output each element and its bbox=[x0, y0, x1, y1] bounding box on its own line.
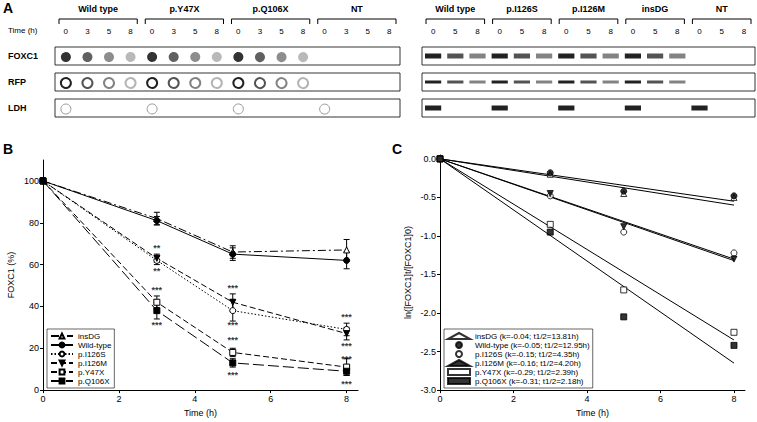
svg-text:NT: NT bbox=[351, 4, 363, 14]
svg-text:***: *** bbox=[228, 370, 239, 380]
svg-text:p.I126M: p.I126M bbox=[572, 4, 605, 14]
svg-text:***: *** bbox=[341, 341, 352, 351]
svg-text:***: *** bbox=[228, 283, 239, 293]
svg-text:Wild-type: Wild-type bbox=[78, 341, 112, 350]
svg-text:-1.0: -1.0 bbox=[420, 231, 436, 241]
svg-text:ln([FOXC1]t/[FOXC1]0): ln([FOXC1]t/[FOXC1]0) bbox=[403, 226, 413, 319]
svg-text:3: 3 bbox=[85, 27, 90, 36]
svg-text:Wild type: Wild type bbox=[435, 4, 475, 14]
svg-text:2: 2 bbox=[511, 394, 516, 404]
svg-text:-2.5: -2.5 bbox=[420, 347, 436, 357]
svg-text:***: *** bbox=[341, 379, 352, 389]
svg-text:8: 8 bbox=[542, 27, 547, 36]
svg-text:8: 8 bbox=[128, 27, 133, 36]
svg-text:0: 0 bbox=[564, 27, 569, 36]
svg-text:0: 0 bbox=[150, 27, 155, 36]
svg-text:FOXC1 (%): FOXC1 (%) bbox=[6, 252, 16, 299]
svg-text:p.I126S (k=-0.15; t1/2=4.35h): p.I126S (k=-0.15; t1/2=4.35h) bbox=[475, 350, 580, 359]
svg-text:-1.5: -1.5 bbox=[420, 269, 436, 279]
svg-text:8: 8 bbox=[731, 394, 736, 404]
svg-text:0: 0 bbox=[497, 27, 502, 36]
svg-text:5: 5 bbox=[193, 27, 198, 36]
svg-text:8: 8 bbox=[675, 27, 680, 36]
svg-text:0: 0 bbox=[64, 27, 69, 36]
svg-text:p.Q106X: p.Q106X bbox=[78, 377, 110, 386]
svg-text:-2.0: -2.0 bbox=[420, 308, 436, 318]
svg-text:5: 5 bbox=[279, 27, 284, 36]
svg-text:insDG: insDG bbox=[78, 332, 100, 341]
svg-text:80: 80 bbox=[29, 218, 39, 228]
svg-text:p.I126S: p.I126S bbox=[506, 4, 538, 14]
svg-text:RFP: RFP bbox=[8, 77, 26, 87]
svg-text:Time (h): Time (h) bbox=[576, 408, 609, 418]
svg-text:-0.5: -0.5 bbox=[420, 192, 436, 202]
svg-text:insDG: insDG bbox=[642, 4, 669, 14]
svg-text:5: 5 bbox=[107, 27, 112, 36]
svg-text:0: 0 bbox=[34, 385, 39, 395]
svg-text:B: B bbox=[3, 141, 13, 157]
svg-text:LDH: LDH bbox=[8, 103, 27, 113]
svg-text:p.I126M: p.I126M bbox=[78, 359, 107, 368]
svg-text:8: 8 bbox=[387, 27, 392, 36]
svg-text:p.Y47X (k=-0.29; t1/2=2.39h): p.Y47X (k=-0.29; t1/2=2.39h) bbox=[475, 368, 579, 377]
svg-text:p.I126S: p.I126S bbox=[78, 350, 106, 359]
svg-text:***: *** bbox=[228, 335, 239, 345]
svg-text:8: 8 bbox=[608, 27, 613, 36]
svg-text:20: 20 bbox=[29, 343, 39, 353]
svg-text:8: 8 bbox=[301, 27, 306, 36]
svg-text:0: 0 bbox=[322, 27, 327, 36]
svg-text:p.Y47X: p.Y47X bbox=[169, 4, 199, 14]
svg-text:Wild-type (k=-0.05; t1/2=12.95: Wild-type (k=-0.05; t1/2=12.95h) bbox=[475, 341, 590, 350]
svg-text:C: C bbox=[392, 141, 402, 157]
svg-text:6: 6 bbox=[658, 394, 663, 404]
svg-text:5: 5 bbox=[365, 27, 370, 36]
svg-text:Time (h): Time (h) bbox=[184, 408, 217, 418]
svg-text:5: 5 bbox=[520, 27, 525, 36]
svg-text:***: *** bbox=[341, 312, 352, 322]
svg-text:3: 3 bbox=[344, 27, 349, 36]
svg-text:p.Q106X (k=-0.31; t1/2=2.18h): p.Q106X (k=-0.31; t1/2=2.18h) bbox=[475, 377, 584, 386]
svg-text:p.Q106X: p.Q106X bbox=[253, 4, 289, 14]
svg-text:4: 4 bbox=[584, 394, 589, 404]
svg-text:FOXC1: FOXC1 bbox=[8, 51, 38, 61]
svg-text:8: 8 bbox=[742, 27, 747, 36]
svg-text:-3.0: -3.0 bbox=[420, 385, 436, 395]
svg-text:0: 0 bbox=[437, 394, 442, 404]
svg-text:Wild type: Wild type bbox=[78, 4, 118, 14]
svg-text:insDG (k=-0.04; t1/2=13.81h): insDG (k=-0.04; t1/2=13.81h) bbox=[475, 332, 579, 341]
svg-text:8: 8 bbox=[475, 27, 480, 36]
svg-text:0: 0 bbox=[631, 27, 636, 36]
svg-text:5: 5 bbox=[453, 27, 458, 36]
svg-text:0: 0 bbox=[431, 27, 436, 36]
svg-text:***: *** bbox=[228, 320, 239, 330]
svg-text:0.0: 0.0 bbox=[423, 154, 436, 164]
svg-text:**: ** bbox=[153, 243, 161, 253]
svg-text:40: 40 bbox=[29, 301, 39, 311]
svg-text:0: 0 bbox=[40, 394, 45, 404]
svg-text:8: 8 bbox=[214, 27, 219, 36]
svg-text:A: A bbox=[3, 0, 13, 16]
svg-text:2: 2 bbox=[116, 394, 121, 404]
svg-text:0: 0 bbox=[236, 27, 241, 36]
svg-text:8: 8 bbox=[344, 394, 349, 404]
svg-text:Time (h): Time (h) bbox=[8, 26, 38, 35]
svg-text:4: 4 bbox=[192, 394, 197, 404]
svg-text:p.I126M (k=-0.16; t1/2=4.20h): p.I126M (k=-0.16; t1/2=4.20h) bbox=[475, 359, 581, 368]
svg-text:5: 5 bbox=[586, 27, 591, 36]
svg-text:NT: NT bbox=[716, 4, 728, 14]
svg-text:**: ** bbox=[153, 266, 161, 276]
svg-text:5: 5 bbox=[719, 27, 724, 36]
svg-text:p.Y47X: p.Y47X bbox=[78, 368, 105, 377]
svg-text:6: 6 bbox=[268, 394, 273, 404]
svg-text:5: 5 bbox=[653, 27, 658, 36]
svg-text:3: 3 bbox=[258, 27, 263, 36]
svg-text:0: 0 bbox=[697, 27, 702, 36]
svg-text:60: 60 bbox=[29, 260, 39, 270]
svg-text:***: *** bbox=[341, 354, 352, 364]
svg-text:100: 100 bbox=[24, 176, 39, 186]
svg-text:***: *** bbox=[152, 320, 163, 330]
svg-text:***: *** bbox=[152, 285, 163, 295]
svg-text:3: 3 bbox=[171, 27, 176, 36]
